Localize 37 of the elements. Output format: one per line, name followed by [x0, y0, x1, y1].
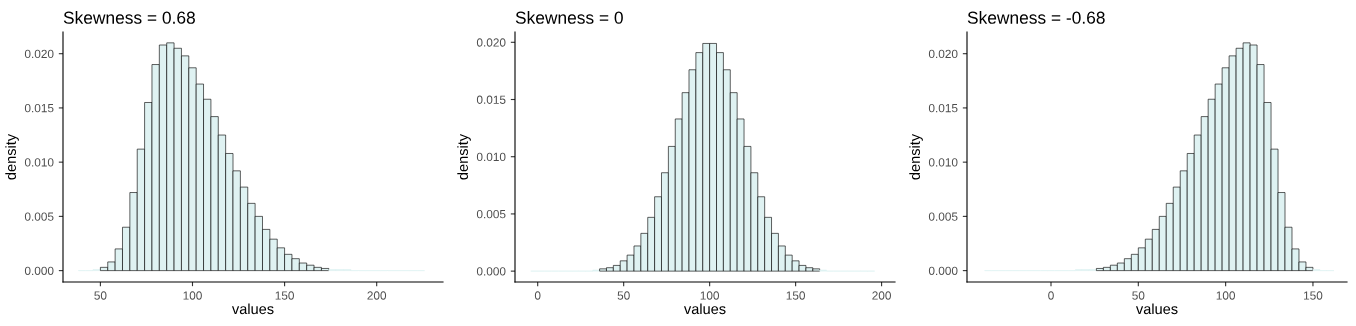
y-axis-title: density	[909, 133, 923, 180]
x-tick-label: 100	[183, 291, 202, 300]
y-tick-label: 0.005	[476, 209, 506, 219]
y-tick-label: 0.010	[476, 152, 506, 162]
y-tick-label: 0.000	[476, 267, 506, 276]
x-tick-label: 200	[872, 291, 891, 300]
y-tick-label: 0.015	[24, 103, 54, 113]
y-tick-label: 0.005	[928, 212, 958, 221]
chart-title: Skewness = -0.68	[967, 11, 1105, 24]
y-tick-label: 0.015	[476, 95, 506, 104]
y-tick-label: 0.000	[928, 266, 958, 276]
x-tick-label: 0	[534, 291, 541, 300]
y-tick-label: 0.020	[476, 38, 506, 47]
y-tick-label: 0.010	[928, 158, 958, 167]
y-tick-label: 0.015	[928, 103, 958, 113]
x-tick-label: 50	[1132, 291, 1145, 300]
x-axis-title: values	[1135, 303, 1178, 315]
y-axis-title: density	[457, 133, 471, 180]
y-axis-title: density	[5, 133, 19, 180]
x-tick-label: 50	[94, 291, 107, 300]
x-tick-label: 200	[367, 291, 387, 300]
x-tick-label: 100	[700, 291, 720, 300]
x-tick-label: 100	[1216, 291, 1236, 300]
y-tick-label: 0.010	[24, 158, 54, 167]
chart-title: Skewness = 0	[515, 11, 623, 24]
y-tick-label: 0.000	[24, 266, 54, 276]
x-tick-label: 0	[1048, 291, 1054, 300]
x-tick-label: 50	[617, 291, 630, 300]
x-tick-label: 150	[275, 291, 294, 300]
x-axis-title: values	[683, 303, 726, 315]
x-tick-label: 150	[1304, 291, 1323, 300]
chart-title: Skewness = 0.68	[63, 11, 195, 24]
x-tick-label: 150	[786, 291, 805, 300]
y-tick-label: 0.020	[928, 49, 958, 59]
y-tick-label: 0.020	[24, 49, 54, 59]
x-axis-title: values	[231, 303, 274, 315]
y-tick-label: 0.005	[24, 212, 54, 221]
